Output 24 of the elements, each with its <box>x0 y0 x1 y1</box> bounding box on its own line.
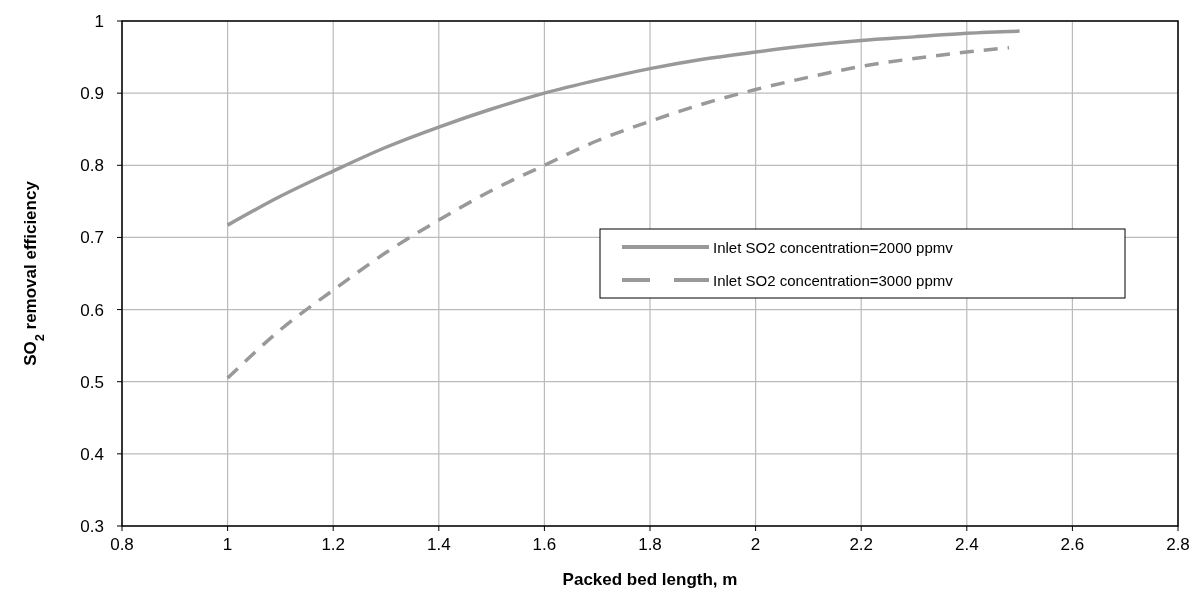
y-tick-label: 0.7 <box>80 228 104 248</box>
y-tick-label: 0.4 <box>80 444 104 464</box>
y-tick-label: 0.9 <box>80 84 104 104</box>
y-tick-label: 0.3 <box>80 517 104 536</box>
x-tick-label: 0.8 <box>110 535 134 554</box>
y-tick-label: 0.5 <box>80 372 104 392</box>
x-tick-label: 2.6 <box>1060 535 1085 554</box>
x-tick-label: 2 <box>750 535 761 554</box>
x-tick-label: 2.8 <box>1166 535 1190 554</box>
y-tick-label: 0.6 <box>80 300 104 320</box>
legend-label: Inlet SO2 concentration=3000 ppmv <box>713 272 954 289</box>
y-tick-label: 1 <box>94 12 104 31</box>
x-tick-label: 1.8 <box>638 535 662 554</box>
x-tick-label: 1 <box>222 535 233 554</box>
x-tick-label: 1.2 <box>321 535 346 554</box>
legend-label: Inlet SO2 concentration=2000 ppmv <box>713 239 954 256</box>
x-axis-title: Packed bed length, m <box>562 570 738 589</box>
x-tick-label: 2.4 <box>954 535 979 554</box>
y-tick-label: 0.8 <box>80 156 104 176</box>
x-tick-label: 2.2 <box>849 535 874 554</box>
line-series <box>225 29 1022 227</box>
x-tick-label: 1.4 <box>426 535 451 554</box>
line-series <box>225 45 1011 380</box>
x-tick-label: 1.6 <box>532 535 557 554</box>
